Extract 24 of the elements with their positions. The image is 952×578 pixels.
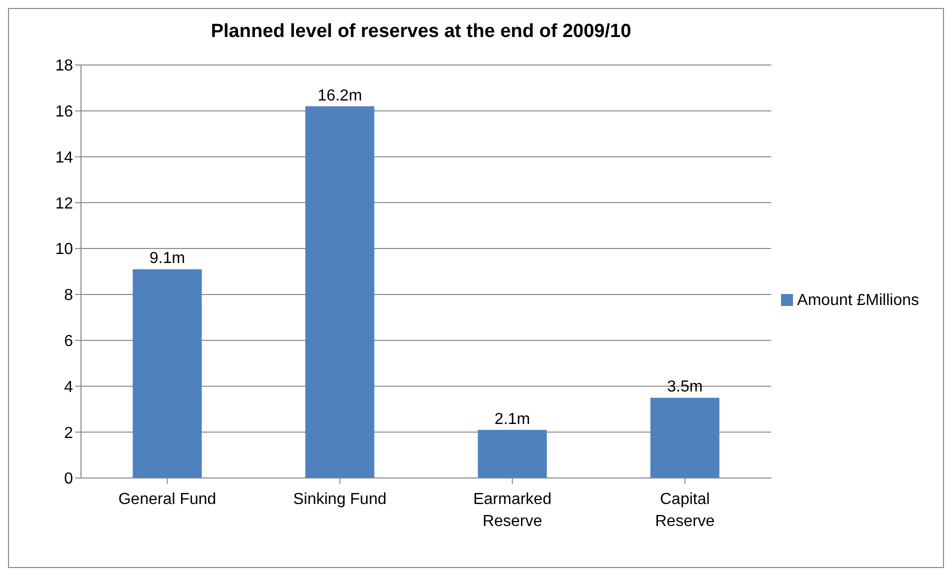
data-label: 9.1m [149, 250, 186, 268]
x-tick-label: General Fund [118, 491, 216, 508]
y-tick-label: 14 [55, 149, 74, 166]
data-label: 16.2m [318, 87, 362, 104]
bar [132, 269, 202, 478]
y-tick-label: 4 [64, 378, 74, 396]
y-tick-label: 0 [64, 470, 74, 488]
data-label: 3.5m [667, 378, 703, 396]
chart-title: Planned level of reserves at the end of 2009/10 [210, 21, 632, 43]
bar [305, 106, 374, 478]
y-tick-label: 12 [55, 195, 74, 212]
bar [478, 430, 547, 478]
y-tick-label: 10 [55, 241, 74, 258]
y-tick-label: 6 [64, 333, 74, 350]
x-tick-label: Sinking Fund [293, 491, 387, 508]
bar [650, 398, 720, 478]
y-tick-label: 18 [55, 58, 74, 75]
y-tick-label: 8 [64, 287, 74, 304]
data-label: 2.1m [494, 410, 530, 428]
x-tick-label: Capital Reserve [655, 491, 715, 530]
x-tick-label: Earmarked Reserve [473, 491, 552, 530]
y-tick-label: 16 [55, 104, 74, 121]
y-tick-label: 2 [64, 424, 74, 442]
legend-label: Amount £Millions [797, 292, 919, 308]
